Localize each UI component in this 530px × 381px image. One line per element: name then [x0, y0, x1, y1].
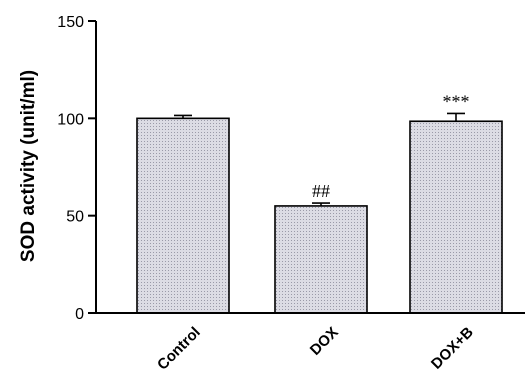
y-axis-title: SOD activity (unit/ml) — [18, 70, 39, 262]
error-bars — [174, 112, 465, 206]
bar-control — [136, 117, 230, 314]
bar-dox — [274, 205, 368, 314]
y-tick-label: 50 — [66, 209, 84, 226]
significance-label: ## — [312, 181, 330, 201]
bars — [136, 117, 503, 314]
x-category-label: Control — [154, 324, 204, 374]
x-category-label: DOX — [307, 324, 342, 359]
y-tick-label: 0 — [75, 306, 84, 323]
x-category-label: DOX+B — [428, 324, 477, 373]
bar-dox-b — [409, 120, 503, 314]
significance-labels: ## *** — [312, 91, 470, 201]
y-tick-label: 150 — [57, 14, 84, 31]
y-tick-label: 100 — [57, 111, 84, 128]
x-axis-category-labels: Control DOX DOX+B — [154, 324, 477, 374]
y-axis-ticks: 0 50 100 150 — [57, 14, 96, 323]
significance-label: *** — [443, 91, 470, 111]
